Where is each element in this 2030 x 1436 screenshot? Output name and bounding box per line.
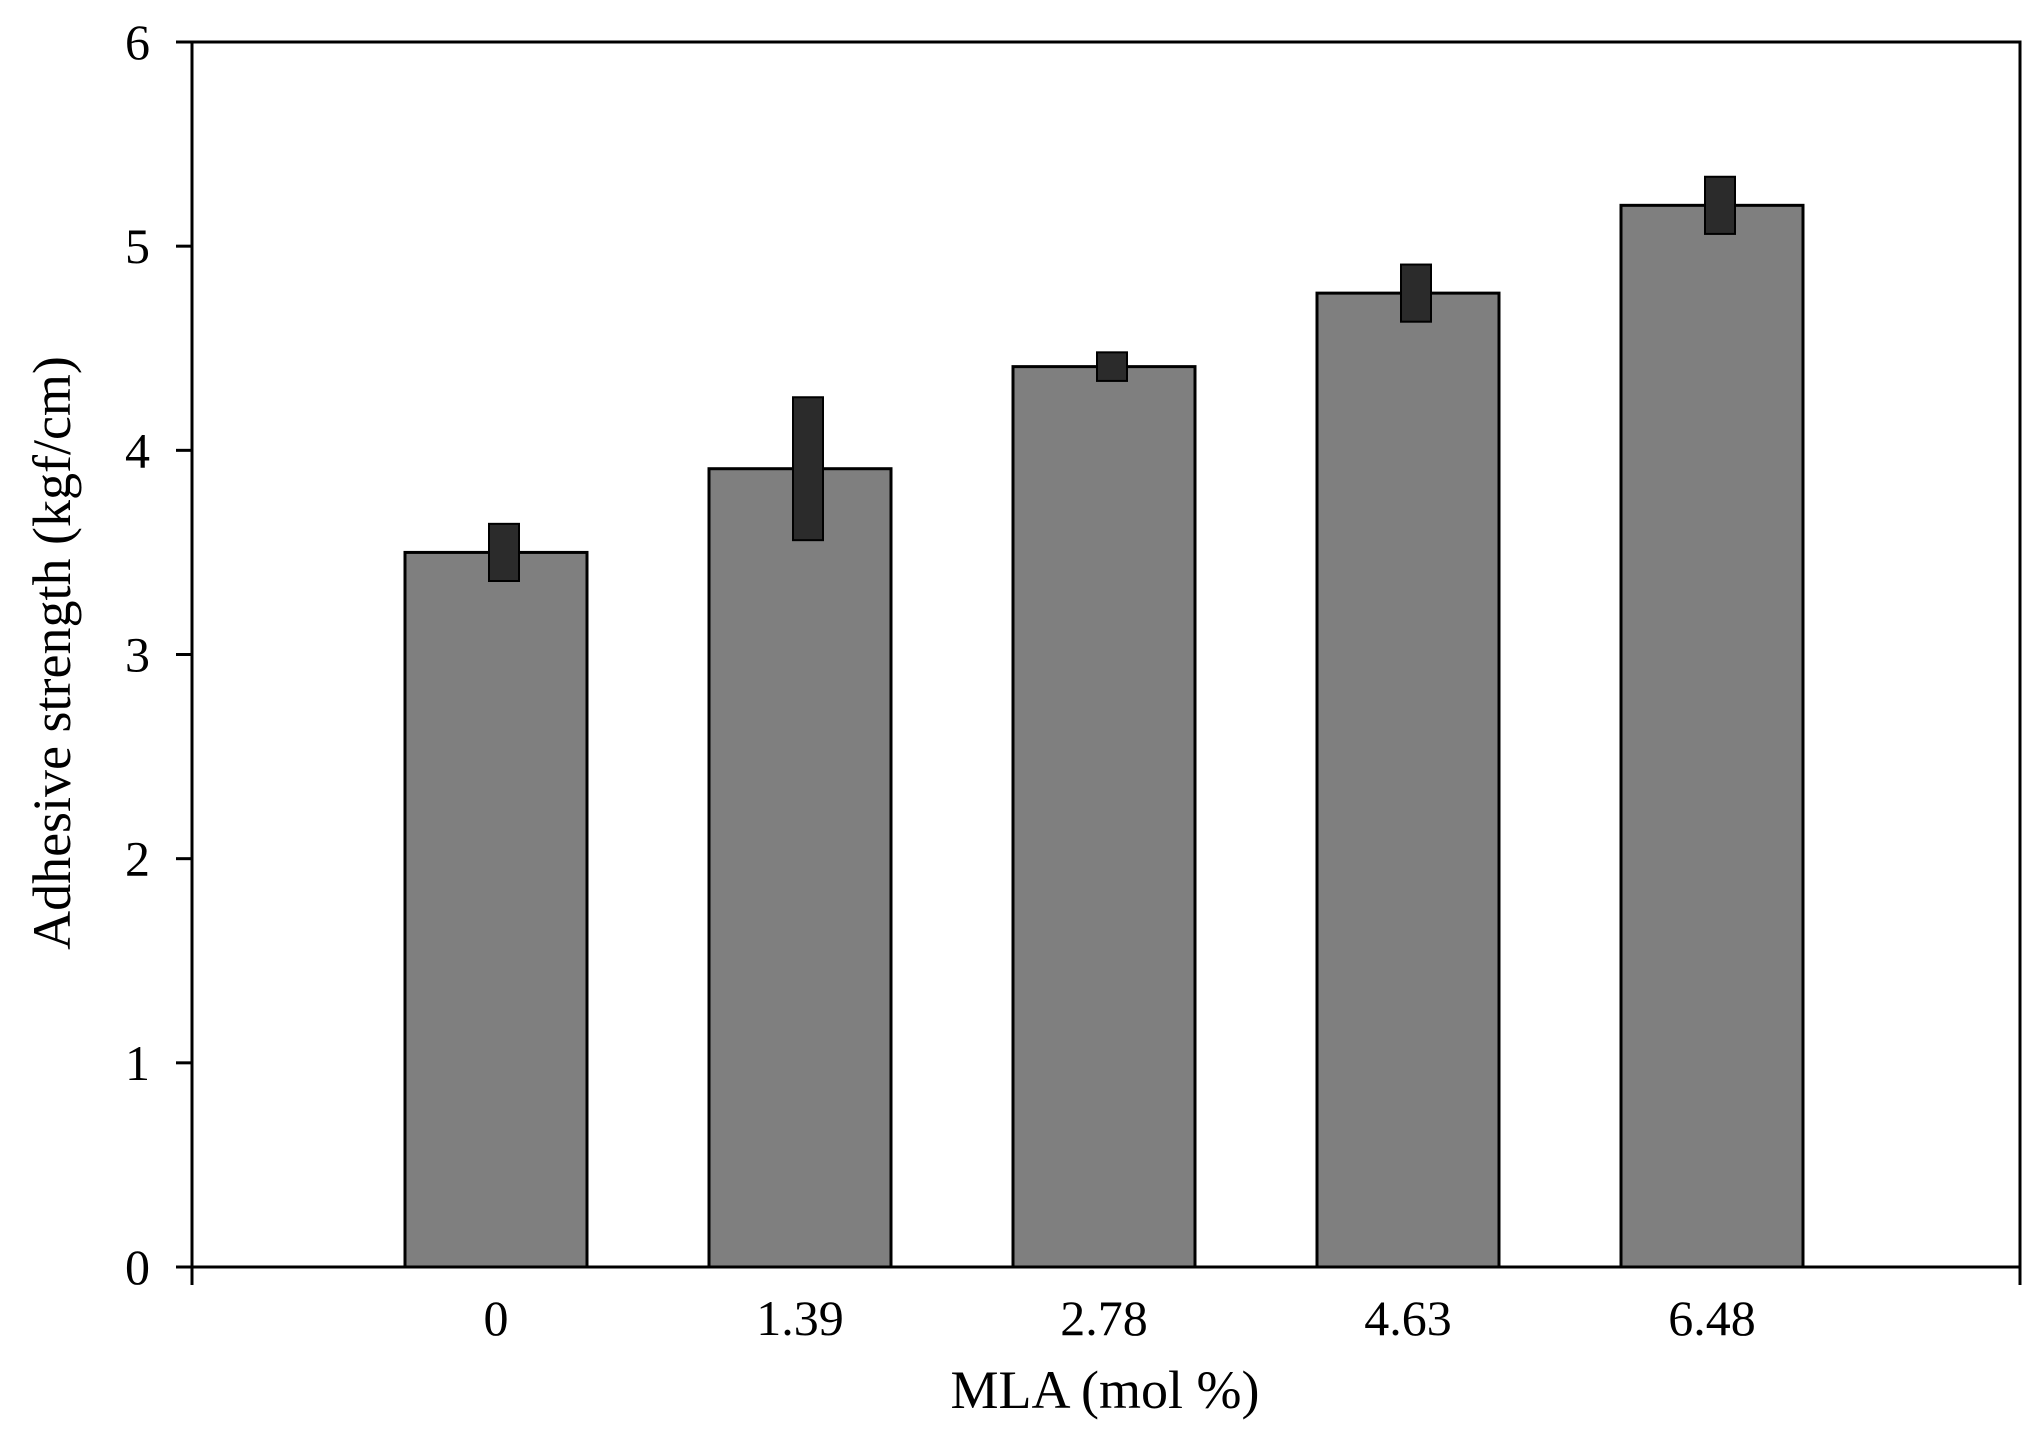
y-axis-ticks: 0 1 2 3 4 5 6: [125, 14, 192, 1295]
bar: [403, 550, 589, 1269]
y-tick-label: 2: [125, 831, 150, 887]
error-bars-group: [488, 175, 1736, 582]
y-tick-label: 6: [125, 14, 150, 70]
y-tick-label: 0: [125, 1239, 150, 1295]
error-bar: [1704, 175, 1736, 235]
error-bar: [792, 396, 824, 542]
error-bar: [1096, 351, 1128, 382]
y-tick-label: 1: [125, 1035, 150, 1091]
error-bar: [1400, 263, 1432, 323]
x-tick-label: 1.39: [756, 1290, 844, 1346]
x-tick-label: 4.63: [1364, 1290, 1452, 1346]
x-tick-label: 6.48: [1668, 1290, 1756, 1346]
x-axis-title: MLA (mol %): [951, 1360, 1260, 1420]
y-tick-label: 3: [125, 627, 150, 683]
x-tick-label: 2.78: [1060, 1290, 1148, 1346]
x-tick-label: 0: [484, 1290, 509, 1346]
y-tick-label: 5: [125, 218, 150, 274]
bar: [1011, 365, 1197, 1269]
error-bar: [488, 522, 520, 582]
bar: [707, 467, 893, 1269]
y-axis-title: Adhesive strength (kgf/cm): [22, 356, 82, 950]
bar: [1315, 291, 1501, 1269]
x-axis-ticks: 0 1.39 2.78 4.63 6.48: [190, 1267, 2022, 1346]
bars-group: [403, 203, 1805, 1269]
y-tick-label: 4: [125, 422, 150, 478]
bar: [1619, 203, 1805, 1269]
